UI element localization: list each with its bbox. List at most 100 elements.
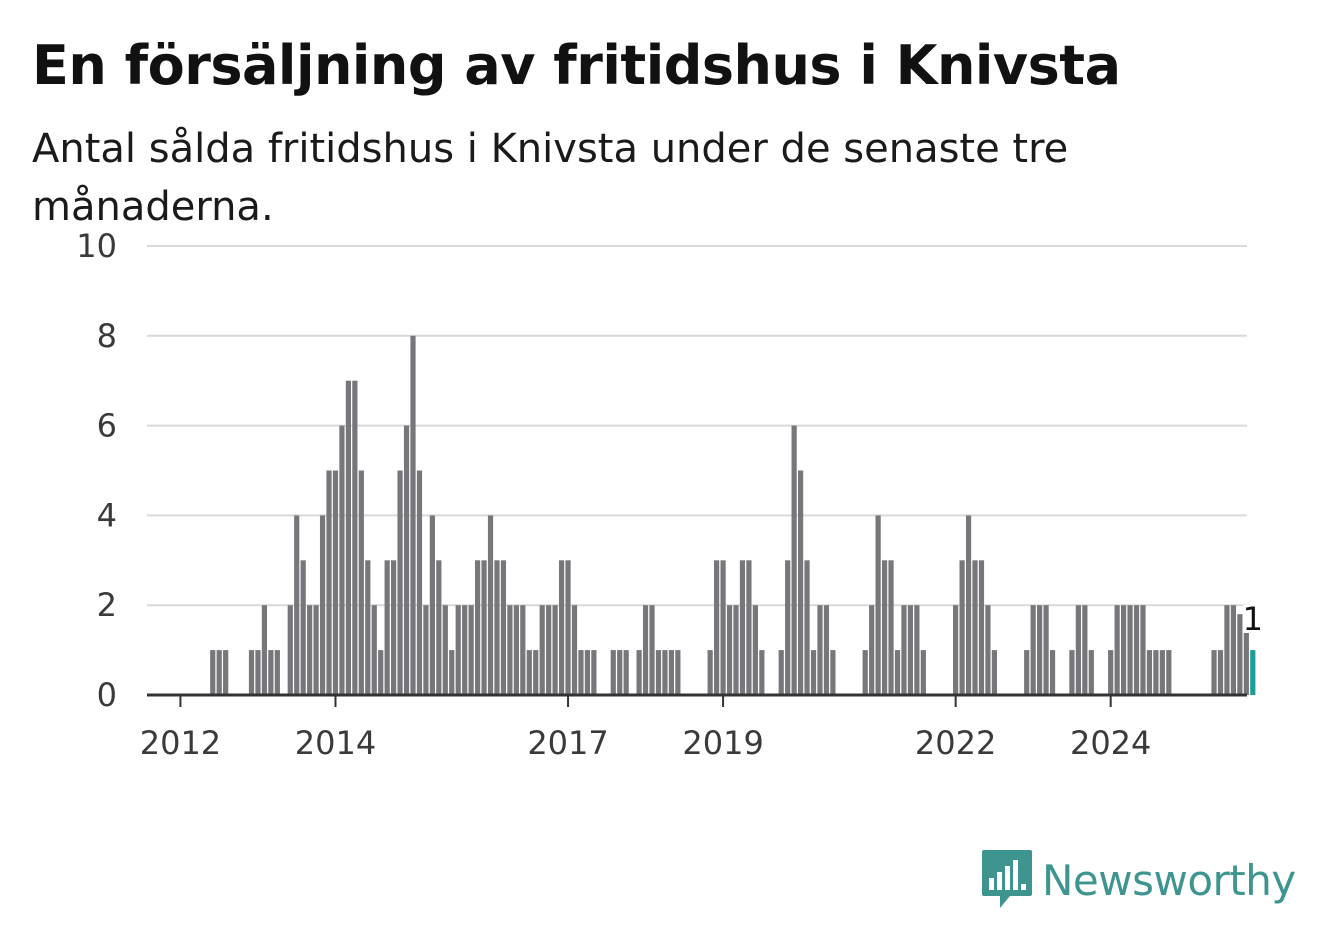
- bar: [571, 605, 578, 695]
- bar: [953, 605, 959, 695]
- bar-highlight: [1250, 650, 1256, 695]
- bar: [423, 605, 429, 695]
- bar: [481, 560, 487, 695]
- bar: [216, 650, 222, 695]
- bar: [500, 560, 507, 695]
- bar: [223, 650, 229, 695]
- bar: [1140, 605, 1146, 695]
- x-tick-label: 2024: [1070, 724, 1151, 762]
- bar: [991, 650, 997, 695]
- y-tick-label: 8: [97, 317, 117, 355]
- bar: [416, 470, 423, 695]
- bar: [455, 605, 461, 695]
- bar: [972, 560, 978, 695]
- bar: [1146, 650, 1153, 695]
- y-axis-ticks: 0 2 4 6 8 10: [76, 227, 117, 714]
- bar: [752, 605, 758, 695]
- bar: [371, 605, 377, 695]
- bar: [1024, 650, 1030, 695]
- bar: [985, 605, 991, 695]
- bar: [1069, 650, 1075, 695]
- bar: [862, 650, 868, 695]
- bar: [1108, 650, 1114, 695]
- bar: [810, 650, 817, 695]
- bar: [617, 650, 623, 695]
- bar: [707, 650, 713, 695]
- bar: [332, 470, 339, 695]
- bar: [881, 560, 888, 695]
- bar: [726, 605, 733, 695]
- bar: [307, 605, 313, 695]
- bar: [907, 605, 914, 695]
- bar: [403, 425, 410, 695]
- bar: [565, 560, 571, 695]
- bar: [365, 560, 371, 695]
- bar: [1043, 605, 1049, 695]
- bar: [539, 605, 545, 695]
- bar: [578, 650, 584, 695]
- bar: [358, 470, 364, 695]
- bar: [319, 515, 326, 695]
- y-tick-label: 0: [97, 676, 117, 714]
- bar: [248, 650, 255, 695]
- newsworthy-logo-icon: [982, 850, 1032, 908]
- bar: [655, 650, 662, 695]
- bar: [869, 605, 875, 695]
- bar: [546, 605, 552, 695]
- bar: [1159, 650, 1165, 695]
- chart-title: En försäljning av fritidshus i Knivsta: [32, 34, 1121, 97]
- bar: [462, 605, 468, 695]
- bar: [1121, 605, 1127, 695]
- bar: [487, 515, 494, 695]
- bar: [442, 605, 448, 695]
- bar: [668, 650, 674, 695]
- bar: [1127, 605, 1133, 695]
- bar: [268, 650, 274, 695]
- bar: [513, 605, 519, 695]
- bar: [494, 560, 500, 695]
- bar: [675, 650, 681, 695]
- bar: [733, 605, 739, 695]
- gridlines: [147, 245, 1247, 607]
- bar: [894, 650, 901, 695]
- highlight-value-label: 1: [1243, 600, 1263, 638]
- newsworthy-logo: Newsworthy: [980, 848, 1296, 912]
- y-tick-label: 2: [97, 586, 117, 624]
- bar: [345, 380, 351, 695]
- bar: [255, 650, 261, 695]
- bar: [261, 605, 268, 695]
- y-tick-label: 10: [76, 227, 117, 265]
- bar: [791, 425, 797, 695]
- bar: [623, 650, 629, 695]
- bar: [1037, 605, 1043, 695]
- bar: [610, 650, 616, 695]
- bar: [1030, 605, 1036, 695]
- bar: [507, 605, 513, 695]
- bar: [1166, 650, 1172, 695]
- bar: [830, 650, 836, 695]
- bar: [1133, 605, 1140, 695]
- bar: [1243, 632, 1249, 695]
- bar: [959, 560, 965, 695]
- bar: [1075, 605, 1081, 695]
- bar: [1049, 650, 1056, 695]
- bar: [552, 605, 558, 695]
- y-tick-label: 6: [97, 407, 117, 445]
- bar: [1114, 605, 1120, 695]
- bar: [1211, 650, 1217, 695]
- bar: [978, 560, 985, 695]
- x-tick-label: 2012: [140, 724, 221, 762]
- bar: [1230, 605, 1237, 695]
- x-tick-label: 2014: [295, 724, 376, 762]
- bar: [875, 515, 881, 695]
- bar: [778, 650, 784, 695]
- bar: [914, 605, 920, 695]
- bar: [429, 515, 435, 695]
- bar: [1237, 614, 1243, 695]
- bar: [804, 560, 810, 695]
- bar: [965, 515, 972, 695]
- bar: [384, 560, 390, 695]
- bar: [817, 605, 823, 695]
- bar: [352, 380, 358, 695]
- annotations: 1: [1240, 597, 1266, 641]
